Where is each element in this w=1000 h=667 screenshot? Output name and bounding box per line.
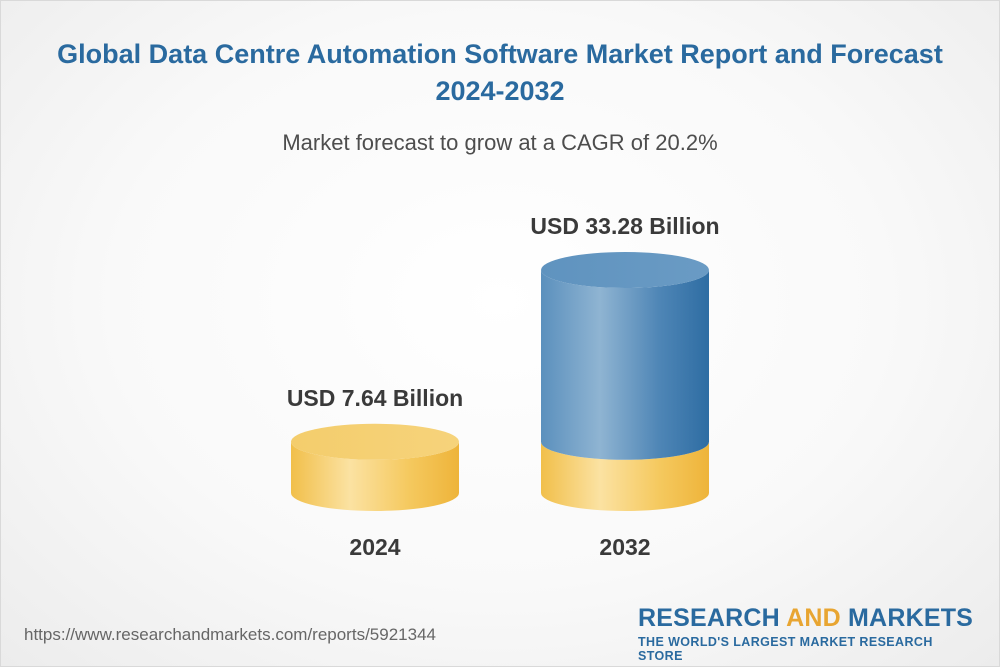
- category-label-2024: 2024: [349, 534, 400, 560]
- brand-tagline: THE WORLD'S LARGEST MARKET RESEARCH STOR…: [638, 635, 933, 663]
- brand-name: RESEARCH AND MARKETS: [638, 604, 974, 632]
- brand-logo: RESEARCH AND MARKETS THE WORLD'S LARGEST…: [638, 604, 978, 663]
- bar-2032-side: [541, 270, 709, 460]
- bar-2032-base-segment: [541, 441, 709, 511]
- chart-title: Global Data Centre Automation Software M…: [57, 39, 943, 106]
- bar-2032-top: [541, 252, 709, 288]
- value-label-2024: USD 7.64 Billion: [287, 385, 463, 411]
- bar-2024-top: [291, 423, 459, 460]
- bar-2024-side: [291, 441, 459, 511]
- value-label-2032: USD 33.28 Billion: [530, 213, 719, 239]
- category-label-2032: 2032: [599, 534, 650, 560]
- source-url[interactable]: https://www.researchandmarkets.com/repor…: [24, 625, 436, 644]
- chart-subtitle: Market forecast to grow at a CAGR of 20.…: [282, 130, 718, 155]
